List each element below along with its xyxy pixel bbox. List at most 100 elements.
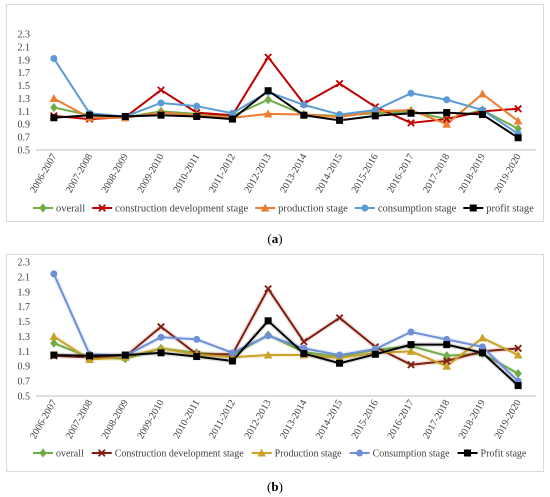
chart-frame-b <box>6 254 544 472</box>
data-point <box>407 341 415 349</box>
legend-item: Construction development stage <box>91 449 244 460</box>
x-tick-label: 2010-2011 <box>171 398 202 441</box>
x-tick-label: 2012-2013 <box>243 152 274 195</box>
data-point <box>49 332 59 340</box>
legend-marker <box>257 448 266 457</box>
data-point-stroke-2 <box>407 360 415 369</box>
x-tick-label: 2019-2020 <box>493 152 524 195</box>
data-point-stroke-2 <box>264 284 272 293</box>
data-point <box>121 112 129 120</box>
data-point <box>407 89 415 97</box>
data-point-stroke-2 <box>442 357 451 365</box>
caption-a: (a) <box>267 231 283 246</box>
y-tick-label: 2.3 <box>18 258 31 269</box>
series-line <box>52 273 519 382</box>
legend-label: overall <box>56 204 85 215</box>
data-point-stroke-2 <box>407 119 415 127</box>
legend-marker <box>464 449 472 457</box>
legend-marker-stroke-2 <box>98 204 106 212</box>
data-point <box>300 111 308 119</box>
x-tick-label: 2012-2013 <box>243 398 274 441</box>
data-point-stroke-2 <box>442 115 451 123</box>
x-axis: 2006-2007 2007-2008 2008-2009 2009-2010 2010… <box>28 152 523 195</box>
data-point-stroke-2 <box>157 322 165 331</box>
legend-label: profit stage <box>486 204 534 215</box>
legend-item: production stage <box>255 204 348 215</box>
y-tick-label: 1.3 <box>18 94 31 105</box>
data-point <box>300 350 308 358</box>
x-tick-label: 2006-2007 <box>28 398 59 441</box>
data-point <box>263 109 273 118</box>
data-point-stroke-2 <box>514 344 522 353</box>
data-point <box>193 112 201 120</box>
data-point-stroke-2 <box>335 313 344 322</box>
data-point <box>157 86 165 94</box>
y-tick-label: 2.3 <box>18 30 31 41</box>
data-point <box>193 102 201 110</box>
data-point <box>228 349 236 357</box>
data-point <box>478 111 486 119</box>
legend-item: Consumption stage <box>349 449 450 460</box>
y-tick-label: 1.9 <box>18 287 31 298</box>
legend-item: consumption stage <box>354 204 457 215</box>
data-point <box>371 106 379 114</box>
y-axis: 0.5 0.7 0.9 1.1 1.3 1.5 1.7 1.9 2.12.3 <box>18 30 31 157</box>
x-tick-label: 2017-2018 <box>421 152 452 195</box>
data-point <box>86 111 94 119</box>
x-tick-label: 2016-2017 <box>385 152 416 195</box>
series-line <box>53 57 519 135</box>
legend-label: consumption stage <box>378 204 457 215</box>
series-1 <box>52 332 520 376</box>
series-line <box>53 319 519 387</box>
legend-item: Profit stage <box>457 449 527 460</box>
data-point <box>442 119 452 128</box>
y-tick-label: 0.7 <box>18 133 31 144</box>
caption-b: (b) <box>267 479 283 494</box>
data-point <box>443 341 451 349</box>
data-point <box>407 360 415 369</box>
data-point <box>50 270 58 278</box>
data-point <box>514 134 522 142</box>
data-point <box>371 350 379 358</box>
legend-item: profit stage <box>463 204 534 215</box>
data-point <box>86 352 94 360</box>
x-tick-label: 2013-2014 <box>278 152 309 195</box>
data-point-stroke-2 <box>514 104 522 113</box>
chart-panel-a: 0.5 0.7 0.9 1.1 1.3 1.5 1.7 1.9 2.1 2.3 2006-2007 2… <box>6 4 544 246</box>
data-point <box>263 350 273 359</box>
data-point <box>442 115 451 123</box>
legend-marker <box>98 204 106 212</box>
x-tick-label: 2013-2014 <box>278 398 309 441</box>
data-point <box>513 350 523 359</box>
legend-label: construction development stage <box>115 204 248 215</box>
series-4 <box>51 272 520 383</box>
data-point <box>121 351 129 359</box>
data-point <box>478 89 487 98</box>
data-point <box>264 87 272 95</box>
y-tick-label: 1.7 <box>18 68 31 79</box>
data-point <box>514 104 522 113</box>
series-4-points <box>50 54 522 138</box>
series-line <box>53 56 519 124</box>
caption-b-letter: b <box>271 479 279 494</box>
y-tick-label: 0.7 <box>18 377 31 388</box>
data-point <box>513 116 523 125</box>
data-point <box>336 111 344 119</box>
data-point <box>407 109 415 117</box>
data-point <box>228 109 236 117</box>
y-tick-label: 0.5 <box>18 392 31 403</box>
data-point <box>443 109 451 117</box>
data-point <box>228 357 236 365</box>
legend-marker <box>39 448 47 458</box>
legend-marker <box>356 449 364 457</box>
legend-label: Profit stage <box>481 449 527 460</box>
data-point <box>264 95 272 105</box>
x-tick-label: 2015-2016 <box>350 152 381 195</box>
y-tick-label: 1.3 <box>18 332 31 343</box>
y-tick-label: 1.9 <box>18 55 31 66</box>
data-point <box>514 382 522 390</box>
data-point <box>406 346 416 355</box>
x-tick-label: 2019-2020 <box>493 398 524 441</box>
y-tick-label: 1.1 <box>18 107 31 118</box>
